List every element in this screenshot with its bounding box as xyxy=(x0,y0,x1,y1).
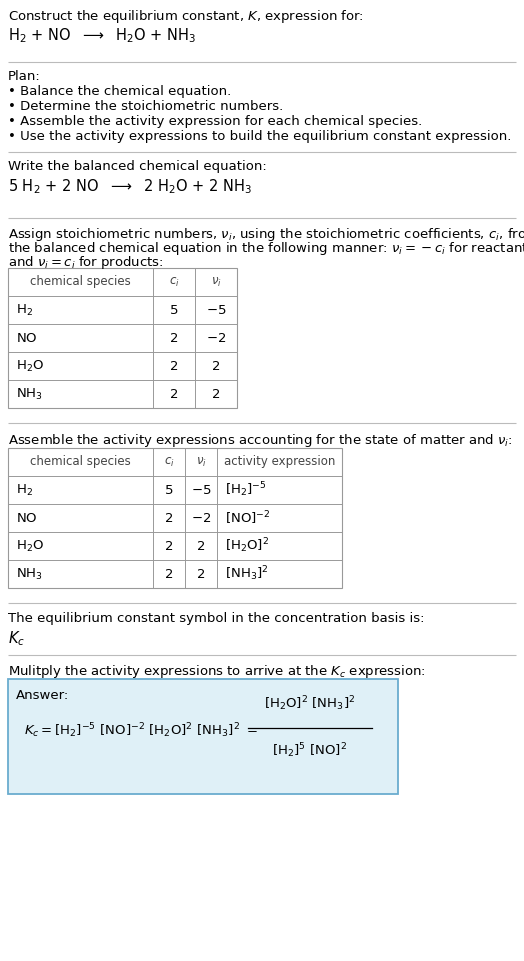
Text: $\mathrm{NO}$: $\mathrm{NO}$ xyxy=(16,332,38,344)
Text: chemical species: chemical species xyxy=(30,276,131,288)
Text: and $\nu_i = c_i$ for products:: and $\nu_i = c_i$ for products: xyxy=(8,254,163,271)
Text: $c_i$: $c_i$ xyxy=(163,456,174,469)
Text: $c_i$: $c_i$ xyxy=(169,276,179,288)
Text: $\mathrm{H_2O}$: $\mathrm{H_2O}$ xyxy=(16,358,44,374)
Text: • Use the activity expressions to build the equilibrium constant expression.: • Use the activity expressions to build … xyxy=(8,130,511,143)
Text: $K_c$: $K_c$ xyxy=(8,629,25,648)
Text: $\mathrm{H_2}$ + NO  $\longrightarrow$  $\mathrm{H_2O}$ + $\mathrm{NH_3}$: $\mathrm{H_2}$ + NO $\longrightarrow$ $\… xyxy=(8,26,196,45)
Text: The equilibrium constant symbol in the concentration basis is:: The equilibrium constant symbol in the c… xyxy=(8,612,424,625)
FancyBboxPatch shape xyxy=(8,679,398,794)
Text: • Determine the stoichiometric numbers.: • Determine the stoichiometric numbers. xyxy=(8,100,283,113)
Text: 2: 2 xyxy=(170,359,178,373)
Text: 5: 5 xyxy=(165,483,173,497)
Text: $-5$: $-5$ xyxy=(191,483,211,497)
Bar xyxy=(8,268,237,408)
Text: $\mathrm{NH_3}$: $\mathrm{NH_3}$ xyxy=(16,386,43,402)
Text: $K_c = [\mathrm{H_2}]^{-5}\ [\mathrm{NO}]^{-2}\ [\mathrm{H_2O}]^{2}\ [\mathrm{NH: $K_c = [\mathrm{H_2}]^{-5}\ [\mathrm{NO}… xyxy=(24,722,258,740)
Text: $\mathrm{H_2}$: $\mathrm{H_2}$ xyxy=(16,482,33,498)
Text: $[\mathrm{NO}]^{-2}$: $[\mathrm{NO}]^{-2}$ xyxy=(225,509,270,527)
Text: the balanced chemical equation in the following manner: $\nu_i = -c_i$ for react: the balanced chemical equation in the fo… xyxy=(8,240,524,257)
Text: • Assemble the activity expression for each chemical species.: • Assemble the activity expression for e… xyxy=(8,115,422,128)
Text: $\mathrm{H_2}$: $\mathrm{H_2}$ xyxy=(16,303,33,317)
Text: 2: 2 xyxy=(196,568,205,580)
Text: Answer:: Answer: xyxy=(16,689,69,702)
Text: $[\mathrm{H_2O}]^{2}\ [\mathrm{NH_3}]^{2}$: $[\mathrm{H_2O}]^{2}\ [\mathrm{NH_3}]^{2… xyxy=(264,694,356,713)
Text: 5 $\mathrm{H_2}$ + 2 NO  $\longrightarrow$  2 $\mathrm{H_2O}$ + 2 $\mathrm{NH_3}: 5 $\mathrm{H_2}$ + 2 NO $\longrightarrow… xyxy=(8,177,252,196)
Text: $\mathrm{NO}$: $\mathrm{NO}$ xyxy=(16,511,38,525)
Text: $-2$: $-2$ xyxy=(191,511,211,525)
Text: $\mathrm{NH_3}$: $\mathrm{NH_3}$ xyxy=(16,566,43,581)
Bar xyxy=(8,448,342,588)
Text: Write the balanced chemical equation:: Write the balanced chemical equation: xyxy=(8,160,267,173)
Text: $\nu_i$: $\nu_i$ xyxy=(211,276,222,288)
Text: 2: 2 xyxy=(170,387,178,401)
Text: $[\mathrm{NH_3}]^{2}$: $[\mathrm{NH_3}]^{2}$ xyxy=(225,565,269,583)
Text: 2: 2 xyxy=(196,539,205,553)
Text: 2: 2 xyxy=(212,359,220,373)
Text: • Balance the chemical equation.: • Balance the chemical equation. xyxy=(8,85,231,98)
Text: $[\mathrm{H_2}]^{-5}$: $[\mathrm{H_2}]^{-5}$ xyxy=(225,480,267,500)
Text: $\mathrm{H_2O}$: $\mathrm{H_2O}$ xyxy=(16,538,44,554)
Text: $[\mathrm{H_2}]^{5}\ [\mathrm{NO}]^{2}$: $[\mathrm{H_2}]^{5}\ [\mathrm{NO}]^{2}$ xyxy=(272,741,347,760)
Text: 2: 2 xyxy=(165,511,173,525)
Text: 2: 2 xyxy=(212,387,220,401)
Text: 2: 2 xyxy=(170,332,178,344)
Text: Assemble the activity expressions accounting for the state of matter and $\nu_i$: Assemble the activity expressions accoun… xyxy=(8,432,512,449)
Text: activity expression: activity expression xyxy=(224,456,335,469)
Text: Mulitply the activity expressions to arrive at the $K_c$ expression:: Mulitply the activity expressions to arr… xyxy=(8,663,426,680)
Text: Construct the equilibrium constant, $K$, expression for:: Construct the equilibrium constant, $K$,… xyxy=(8,8,364,25)
Text: Plan:: Plan: xyxy=(8,70,41,83)
Text: Assign stoichiometric numbers, $\nu_i$, using the stoichiometric coefficients, $: Assign stoichiometric numbers, $\nu_i$, … xyxy=(8,226,524,243)
Text: $\nu_i$: $\nu_i$ xyxy=(195,456,206,469)
Text: chemical species: chemical species xyxy=(30,456,131,469)
Text: 2: 2 xyxy=(165,568,173,580)
Text: 2: 2 xyxy=(165,539,173,553)
Text: $-2$: $-2$ xyxy=(206,332,226,344)
Text: 5: 5 xyxy=(170,304,178,316)
Text: $-5$: $-5$ xyxy=(206,304,226,316)
Text: $[\mathrm{H_2O}]^{2}$: $[\mathrm{H_2O}]^{2}$ xyxy=(225,536,269,555)
